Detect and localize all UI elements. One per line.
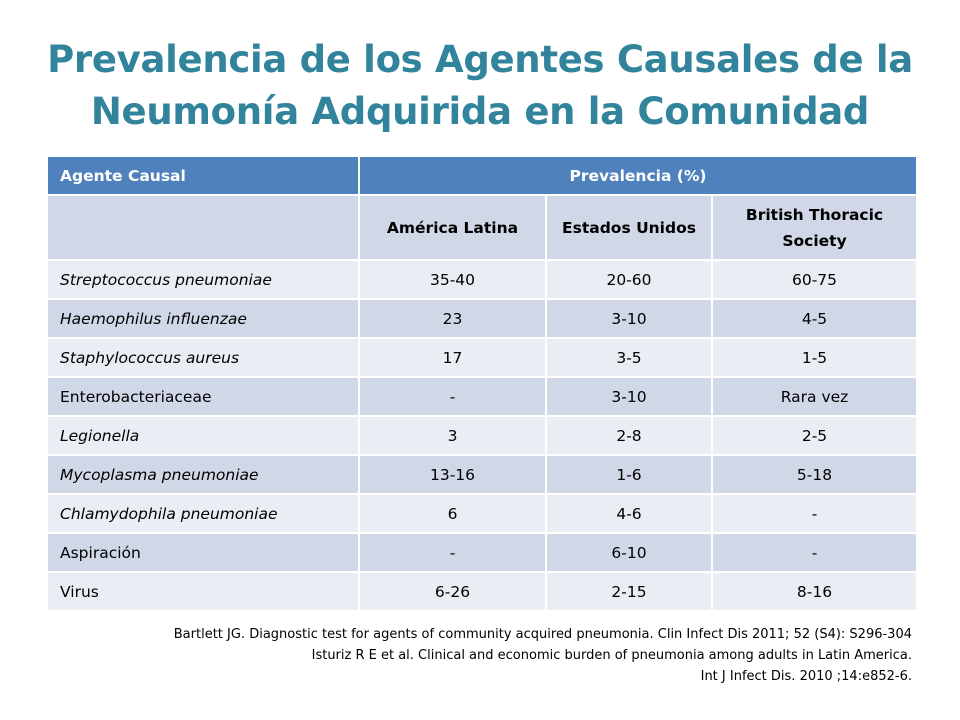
table-header-row: Agente Causal Prevalencia (%) [48,157,917,196]
agent-name-cell: Legionella [48,416,360,456]
prevalence-cell: 3-10 [546,377,713,417]
table-row: Chlamydophila pneumoniae 6 4-6- [48,494,917,534]
prevalence-cell: 60-75 [712,260,917,300]
subheader-region: British Thoracic Society [712,195,917,261]
agent-name-cell: Aspiración [48,533,360,573]
prevalence-cell: 17 [359,338,547,378]
prevalence-cell: 3-10 [546,299,713,339]
prevalence-cell: 23 [359,299,547,339]
prevalence-cell: 5-18 [712,455,917,495]
table-row: Enterobacteriaceae -3-10 Rara vez [48,377,917,417]
agent-name-cell: Streptococcus pneumoniae [48,260,360,300]
table-row: Virus 6-26 2-15 8-16 [48,572,917,612]
table-row: Mycoplasma pneumoniae 13-16 1-6 5-18 [48,455,917,495]
prevalence-cell: 6 [359,494,547,534]
prevalence-cell: 20-60 [546,260,713,300]
agent-name-cell: Haemophilus influenzae [48,299,360,339]
header-agent: Agente Causal [48,157,360,196]
prevalence-cell: 2-8 [546,416,713,456]
header-prevalence: Prevalencia (%) [359,157,917,196]
prevalence-cell: 4-6 [546,494,713,534]
references: Bartlett JG. Diagnostic test for agents … [32,624,912,687]
subheader-empty [48,195,360,261]
prevalence-cell: 13-16 [359,455,547,495]
prevalence-cell: - [359,377,547,417]
agent-name-cell: Staphylococcus aureus [48,338,360,378]
table-row: Haemophilus influenzae 23 3-10 4-5 [48,299,917,339]
prevalence-table: Agente Causal Prevalencia (%) América La… [48,157,917,612]
prevalence-cell: 1-6 [546,455,713,495]
slide-title-line-1: Prevalencia de los Agentes Causales de l… [47,38,913,81]
slide-title: Prevalencia de los Agentes Causales de l… [40,34,920,138]
table-row: Staphylococcus aureus 17 3-5 1-5 [48,338,917,378]
table-subheader-row: América Latina Estados Unidos British Th… [48,195,917,261]
reference-line: Bartlett JG. Diagnostic test for agents … [173,627,912,642]
table-row: Aspiración -6-10- [48,533,917,573]
prevalence-cell: Rara vez [712,377,917,417]
reference-line: Int J Infect Dis. 2010 ;14:e852-6. [700,669,912,684]
subheader-region: América Latina [359,195,547,261]
prevalence-cell: 2-5 [712,416,917,456]
subheader-region: Estados Unidos [546,195,713,261]
agent-name-cell: Mycoplasma pneumoniae [48,455,360,495]
reference-line: Isturiz R E et al. Clinical and economic… [311,648,912,663]
table-body: Streptococcus pneumoniae 35-40 20-60 60-75 H… [48,260,917,612]
prevalence-cell: - [712,494,917,534]
table-row: Streptococcus pneumoniae 35-40 20-60 60-75 [48,260,917,300]
agent-name-cell: Enterobacteriaceae [48,377,360,417]
prevalence-cell: 1-5 [712,338,917,378]
prevalence-cell: 8-16 [712,572,917,612]
slide-title-line-2: Neumonía Adquirida en la Comunidad [90,90,870,133]
prevalence-cell: - [712,533,917,573]
prevalence-cell: 4-5 [712,299,917,339]
prevalence-cell: - [359,533,547,573]
agent-name-cell: Chlamydophila pneumoniae [48,494,360,534]
prevalence-cell: 6-10 [546,533,713,573]
table-row: Legionella 3 2-8 2-5 [48,416,917,456]
prevalence-cell: 3 [359,416,547,456]
prevalence-cell: 3-5 [546,338,713,378]
prevalence-cell: 6-26 [359,572,547,612]
prevalence-cell: 2-15 [546,572,713,612]
prevalence-cell: 35-40 [359,260,547,300]
agent-name-cell: Virus [48,572,360,612]
